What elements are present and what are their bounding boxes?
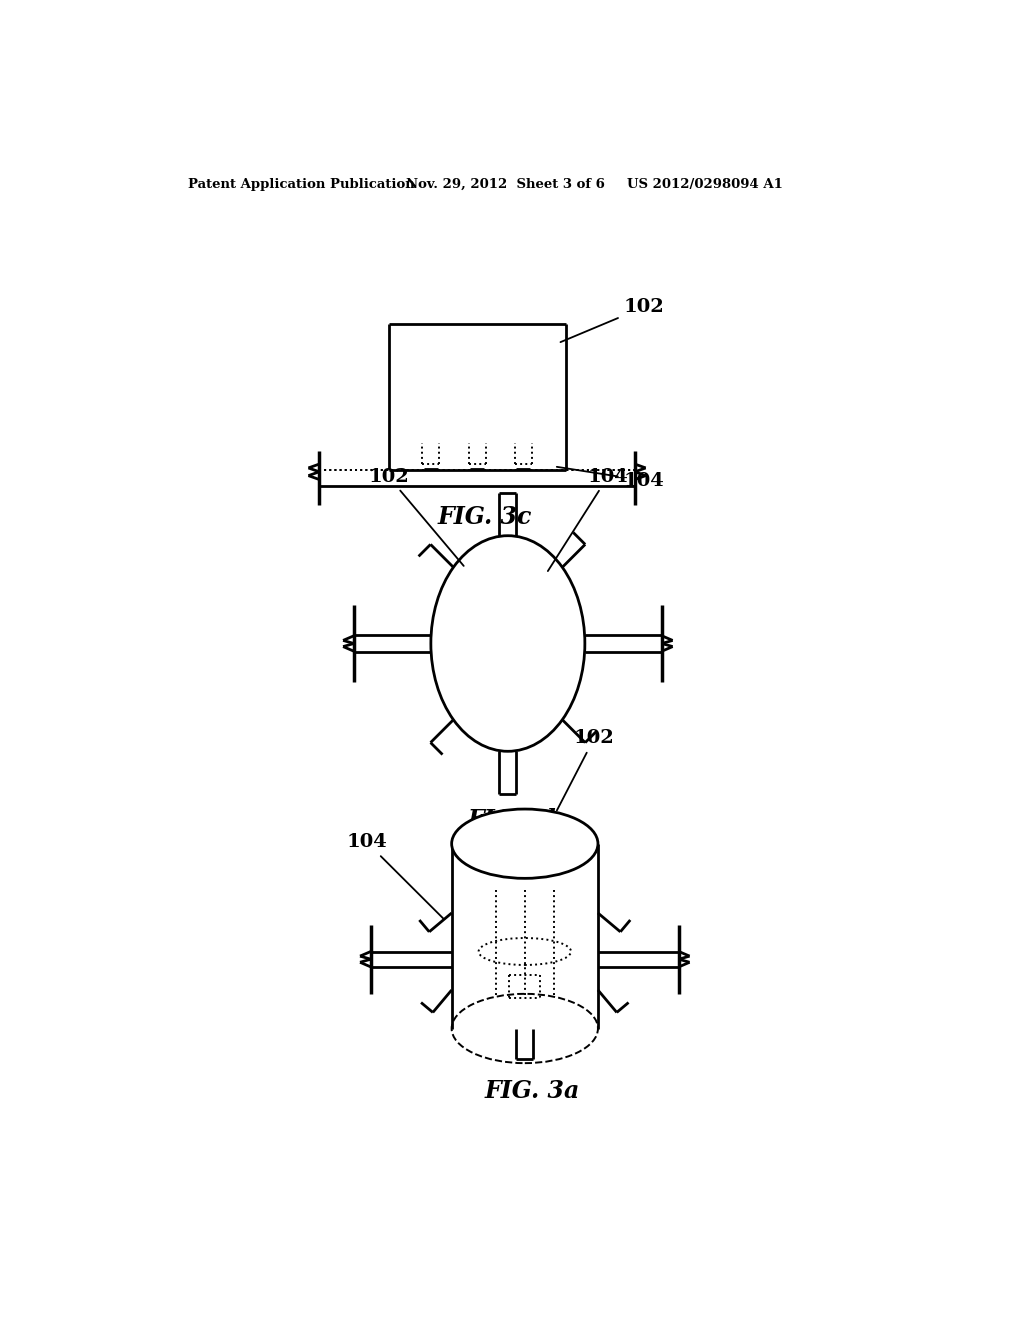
Text: Patent Application Publication: Patent Application Publication — [188, 178, 415, 190]
Ellipse shape — [452, 809, 598, 878]
Text: FIG. 3a: FIG. 3a — [485, 1078, 581, 1102]
Ellipse shape — [431, 536, 585, 751]
Text: 104: 104 — [557, 467, 665, 490]
Text: 102: 102 — [560, 298, 665, 342]
Text: US 2012/0298094 A1: US 2012/0298094 A1 — [628, 178, 783, 190]
Text: 104: 104 — [346, 833, 443, 919]
Text: 104: 104 — [548, 467, 629, 572]
Text: FIG. 3c: FIG. 3c — [437, 506, 531, 529]
Text: 102: 102 — [557, 730, 614, 810]
Text: Nov. 29, 2012  Sheet 3 of 6: Nov. 29, 2012 Sheet 3 of 6 — [407, 178, 605, 190]
Text: 102: 102 — [369, 467, 464, 566]
Text: FIG. 3b: FIG. 3b — [467, 808, 564, 832]
